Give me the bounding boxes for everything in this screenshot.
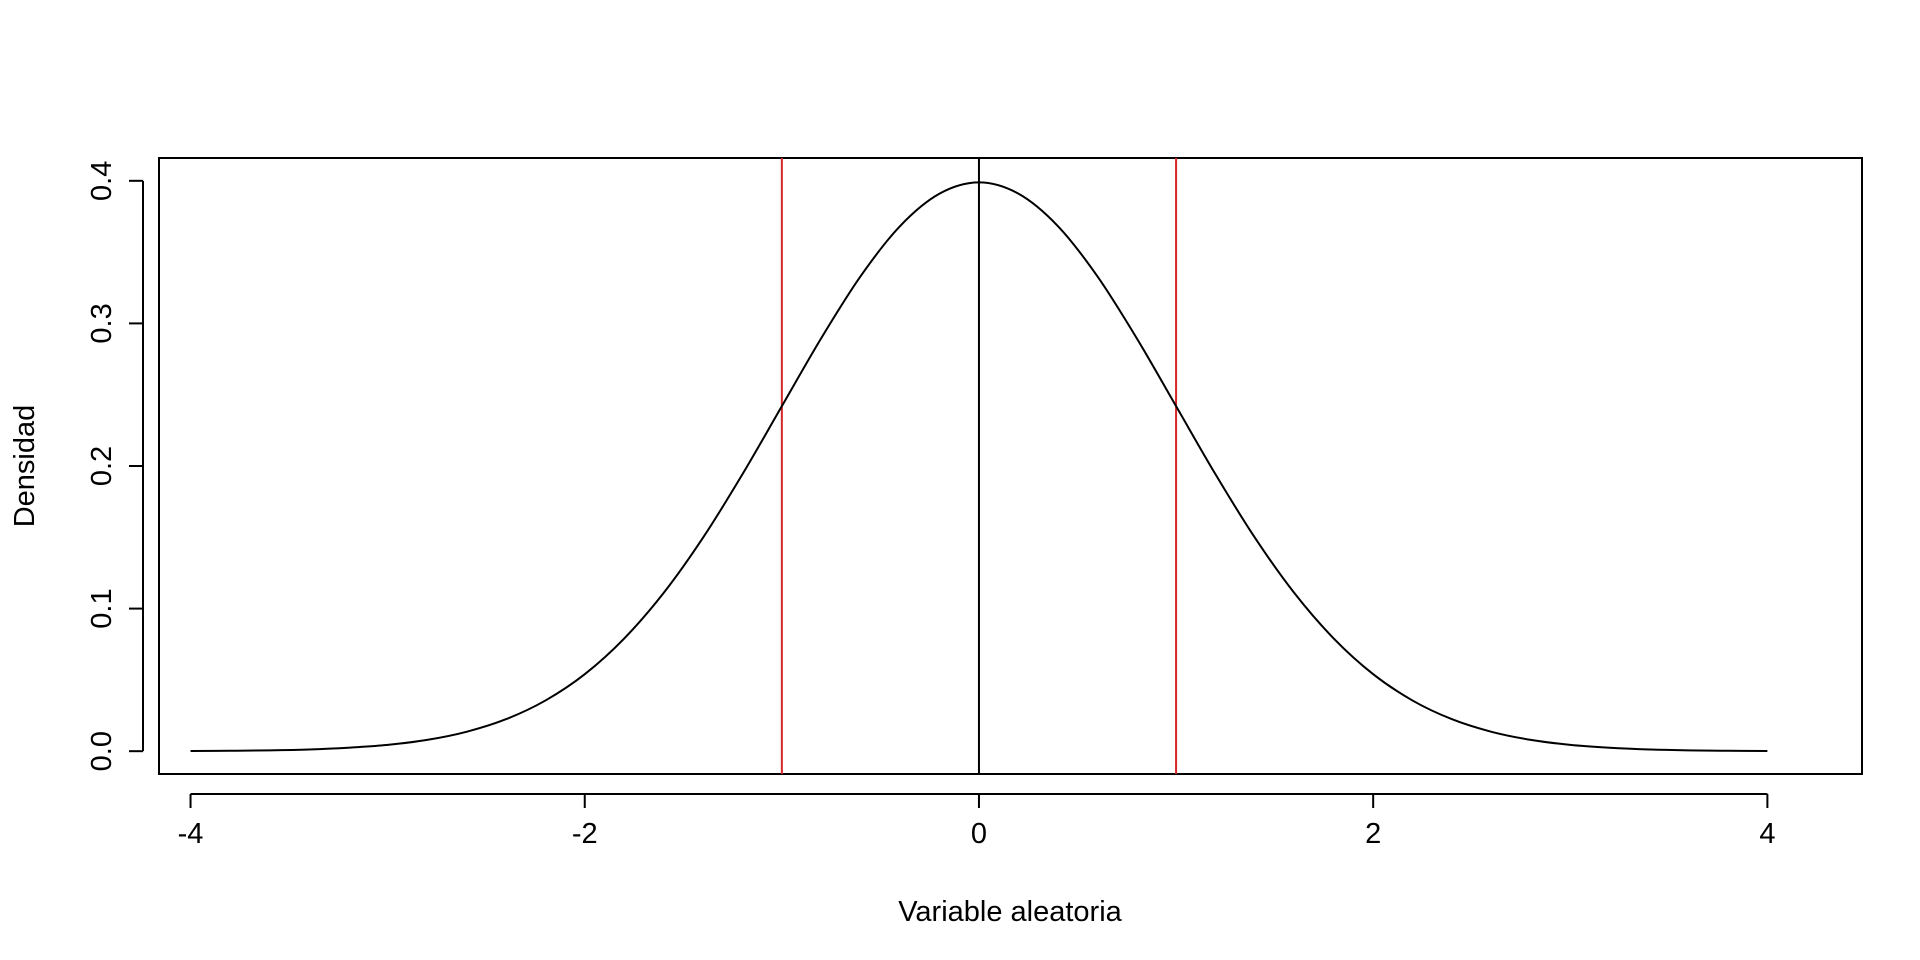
y-tick-label-2: 0.2 xyxy=(86,446,118,486)
reference-lines xyxy=(780,158,1178,774)
x-axis: -4 -2 0 2 4 xyxy=(178,793,1775,850)
density-curve-0 xyxy=(190,181,1768,753)
x-tick-label-4: 4 xyxy=(1759,818,1775,850)
y-tick-label-0: 0.0 xyxy=(86,731,118,771)
y-axis-title: Densidad xyxy=(9,405,41,528)
y-axis: 0.0 0.1 0.2 0.3 0.4 xyxy=(86,161,144,771)
x-tick-label-1: -2 xyxy=(572,818,598,850)
y-tick-label-1: 0.1 xyxy=(86,588,118,628)
y-tick-label-4: 0.4 xyxy=(86,161,118,201)
x-tick-label-0: -4 xyxy=(178,818,204,850)
x-axis-title: Variable aleatoria xyxy=(898,896,1122,928)
plot-frame xyxy=(158,157,1863,775)
x-tick-label-3: 2 xyxy=(1365,818,1381,850)
density-curves xyxy=(190,181,1768,753)
x-tick-label-2: 0 xyxy=(971,818,987,850)
y-tick-label-3: 0.3 xyxy=(86,303,118,343)
